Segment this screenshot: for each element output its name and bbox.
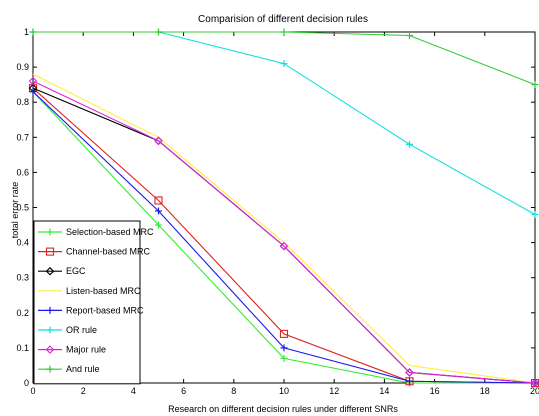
- data-point: [28, 76, 38, 86]
- x-tick-label: 2: [81, 386, 86, 396]
- legend-label: Listen-based MRC: [66, 286, 141, 296]
- legend-box: [33, 220, 141, 385]
- data-point: [279, 241, 289, 251]
- x-tick-label: 0: [30, 386, 35, 396]
- legend-item: Channel-based MRC: [38, 247, 151, 257]
- y-tick-label: 0.2: [16, 308, 29, 318]
- x-tick-label: 4: [131, 386, 136, 396]
- data-point: [155, 221, 162, 229]
- legend-label: Major rule: [66, 345, 106, 355]
- y-tick-label: 0.4: [16, 238, 29, 248]
- legend-marker: [45, 345, 55, 354]
- y-tick-label: 0.7: [16, 132, 29, 142]
- legend-item: And rule: [38, 364, 100, 374]
- legend-marker: [46, 228, 54, 236]
- data-point: [531, 81, 539, 89]
- data-point: [530, 378, 539, 388]
- legend-item: Major rule: [38, 345, 106, 355]
- data-point: [154, 196, 163, 205]
- legend-label: OR rule: [66, 325, 97, 335]
- legend-label: Report-based MRC: [66, 305, 144, 315]
- y-tick-label: 0: [24, 378, 29, 388]
- legend-marker: [45, 266, 55, 276]
- series-line: [33, 31, 536, 216]
- data-point: [531, 211, 539, 219]
- x-tick-label: 18: [480, 386, 490, 396]
- data-point: [406, 377, 413, 385]
- x-tick-label: 14: [379, 386, 389, 396]
- x-axis-label: Research on different decision rules und…: [168, 404, 398, 414]
- legend-item: Listen-based MRC: [38, 286, 141, 296]
- y-tick-label: 0.8: [16, 97, 29, 107]
- y-tick-label: 0.5: [16, 203, 29, 213]
- data-point: [405, 368, 414, 377]
- series-line: [33, 31, 536, 86]
- legend-item: Selection-based MRC: [38, 227, 154, 237]
- y-tick-label: 0.3: [16, 273, 29, 283]
- data-point: [280, 60, 288, 68]
- x-tick-label: 10: [279, 386, 289, 396]
- legend-marker: [46, 365, 54, 373]
- y-tick-label: 0.9: [16, 62, 29, 72]
- series-8: [29, 28, 539, 89]
- data-point: [155, 28, 162, 36]
- data-point: [280, 28, 288, 36]
- series-6: [29, 28, 539, 219]
- legend-marker: [46, 306, 54, 314]
- data-point: [29, 28, 37, 36]
- y-tick-label: 1: [24, 27, 29, 37]
- legend-item: EGC: [38, 266, 86, 276]
- legend-label: And rule: [66, 364, 100, 374]
- data-point: [29, 88, 37, 96]
- y-tick-label: 0.1: [16, 343, 29, 353]
- plot-area: 0 2 4 6 8 10 12 14 16 18 20 0 0.1 0.2 0.3 0.4 0.5 0.6 0.7 0…: [16, 27, 539, 396]
- y-tick-label: 0.6: [16, 167, 29, 177]
- chart-title: Comparision of different decision rules: [198, 14, 368, 25]
- data-point: [279, 329, 289, 338]
- data-point: [406, 32, 413, 40]
- legend-marker: [46, 326, 54, 334]
- legend-label: Selection-based MRC: [66, 227, 154, 237]
- data-point: [154, 136, 163, 146]
- data-point: [406, 140, 413, 148]
- x-tick-label: 20: [530, 386, 539, 396]
- series-line: [32, 80, 536, 384]
- legend-label: EGC: [66, 266, 86, 276]
- x-tick-label: 8: [231, 386, 236, 396]
- series-7: [28, 76, 539, 388]
- data-point: [280, 344, 288, 352]
- x-tick-label: 6: [181, 386, 186, 396]
- legend: Selection-based MRC Channel-based MRC EGC L…: [33, 220, 154, 385]
- x-tick-label: 16: [430, 386, 440, 396]
- data-point: [280, 354, 288, 362]
- legend-item: Report-based MRC: [38, 305, 144, 315]
- legend-label: Channel-based MRC: [66, 247, 151, 257]
- y-axis-label: total error rate: [10, 182, 20, 239]
- legend-marker: [45, 247, 55, 256]
- data-point: [155, 207, 162, 215]
- x-tick-label: 12: [329, 386, 339, 396]
- legend-item: OR rule: [38, 325, 97, 335]
